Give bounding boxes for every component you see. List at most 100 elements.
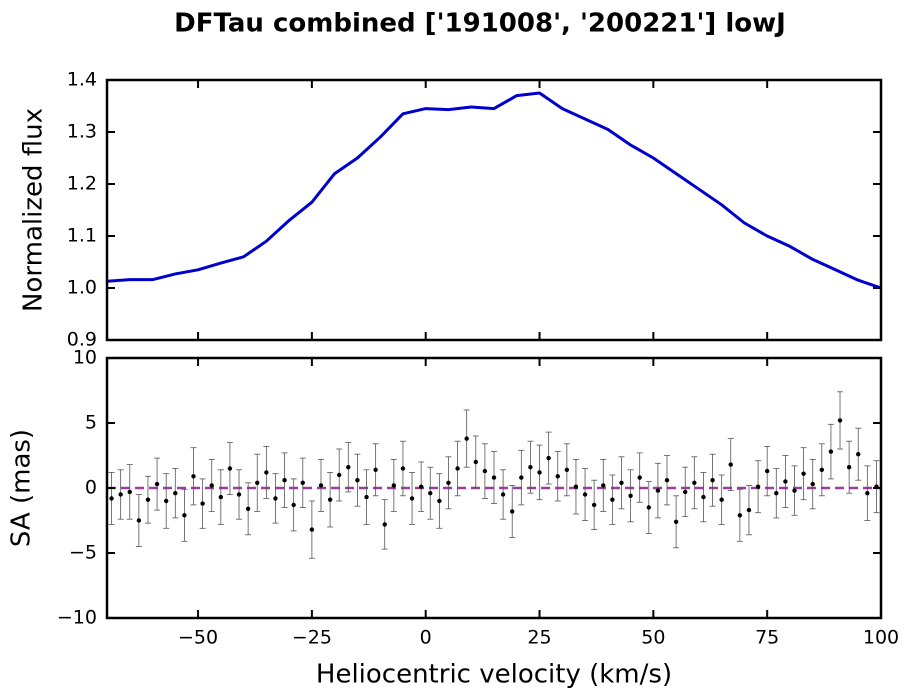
data-point bbox=[309, 527, 315, 532]
chart-title: DFTau combined ['191008', '200221'] lowJ bbox=[174, 9, 786, 39]
y-tick-label: 10 bbox=[73, 347, 97, 369]
data-point bbox=[564, 467, 570, 472]
data-point bbox=[182, 513, 187, 518]
x-tick-label: 75 bbox=[755, 627, 779, 649]
data-point bbox=[346, 465, 351, 470]
data-point bbox=[437, 498, 442, 504]
data-point bbox=[810, 481, 815, 487]
y-tick-label: −10 bbox=[57, 607, 97, 629]
y-tick-label: 5 bbox=[85, 412, 97, 434]
plot-frame bbox=[105, 78, 883, 342]
data-point bbox=[865, 491, 870, 496]
data-point bbox=[318, 483, 324, 488]
data-point bbox=[737, 513, 743, 518]
data-point bbox=[619, 480, 624, 485]
data-point bbox=[327, 497, 333, 502]
data-point bbox=[510, 509, 515, 514]
data-point bbox=[273, 496, 278, 501]
data-point bbox=[109, 496, 114, 501]
data-point bbox=[373, 467, 378, 472]
data-point bbox=[628, 493, 633, 498]
data-point bbox=[774, 491, 779, 496]
data-point bbox=[291, 502, 296, 508]
data-point bbox=[218, 494, 224, 500]
data-point bbox=[154, 481, 160, 487]
x-tick-label: 0 bbox=[420, 627, 432, 649]
data-point bbox=[382, 522, 387, 527]
data-point bbox=[837, 418, 843, 423]
y-tick-label: 1.0 bbox=[67, 277, 97, 299]
data-point bbox=[464, 436, 469, 441]
data-point bbox=[491, 475, 497, 480]
data-point bbox=[846, 465, 852, 470]
data-point bbox=[528, 465, 533, 470]
data-point bbox=[455, 466, 460, 471]
data-point bbox=[746, 507, 752, 513]
data-point bbox=[801, 471, 806, 476]
y-axis-label: SA (mas) bbox=[7, 429, 37, 547]
data-point bbox=[591, 502, 597, 508]
data-point bbox=[655, 488, 661, 493]
data-point bbox=[409, 496, 415, 501]
y-tick-label: 1.3 bbox=[67, 121, 97, 143]
data-point bbox=[673, 519, 679, 524]
data-point bbox=[282, 478, 287, 483]
data-point bbox=[264, 470, 269, 475]
y-tick-label: 1.4 bbox=[67, 69, 97, 91]
data-point bbox=[446, 480, 451, 485]
x-tick-label: 25 bbox=[527, 627, 551, 649]
data-point bbox=[400, 466, 406, 471]
data-point bbox=[364, 494, 369, 500]
data-point bbox=[127, 489, 132, 495]
data-point bbox=[173, 491, 178, 496]
data-point bbox=[764, 468, 770, 474]
data-point bbox=[828, 449, 834, 454]
data-point bbox=[792, 488, 797, 493]
data-point bbox=[819, 467, 825, 472]
data-point bbox=[573, 484, 579, 489]
data-point bbox=[701, 494, 706, 500]
data-point bbox=[236, 492, 242, 497]
data-point bbox=[555, 474, 560, 479]
data-point bbox=[728, 462, 733, 467]
data-point bbox=[245, 506, 251, 511]
data-point bbox=[337, 472, 342, 478]
y-tick-label: 0 bbox=[85, 477, 97, 499]
data-point bbox=[255, 480, 260, 485]
data-point bbox=[209, 483, 214, 488]
data-point bbox=[418, 484, 424, 489]
data-point bbox=[300, 480, 305, 485]
data-point bbox=[136, 518, 142, 523]
data-point bbox=[118, 492, 123, 497]
data-point bbox=[145, 497, 151, 502]
data-point bbox=[856, 452, 861, 457]
data-point bbox=[546, 455, 551, 461]
y-tick-label: 0.9 bbox=[67, 329, 97, 351]
data-point bbox=[582, 492, 588, 497]
x-tick-label: 50 bbox=[641, 627, 665, 649]
flux-line bbox=[106, 91, 882, 290]
data-point bbox=[783, 479, 788, 484]
data-point bbox=[692, 480, 697, 485]
data-point bbox=[719, 497, 724, 502]
y-tick-label: 1.2 bbox=[67, 173, 97, 195]
data-point bbox=[601, 483, 606, 488]
data-point bbox=[163, 498, 169, 504]
data-point bbox=[227, 466, 233, 471]
data-point bbox=[610, 497, 615, 502]
plot-frame bbox=[105, 356, 883, 620]
y-tick-label: 1.1 bbox=[67, 225, 97, 247]
data-point bbox=[391, 483, 397, 488]
data-point bbox=[755, 484, 761, 489]
data-point bbox=[473, 459, 478, 465]
data-point bbox=[519, 475, 524, 480]
data-point bbox=[500, 492, 506, 497]
y-tick-label: −5 bbox=[69, 542, 97, 564]
x-axis-label: Heliocentric velocity (km/s) bbox=[316, 660, 672, 690]
data-point bbox=[191, 474, 196, 479]
y-axis-label: Normalized flux bbox=[19, 108, 49, 312]
data-point bbox=[355, 478, 360, 483]
x-tick-label: 100 bbox=[863, 627, 899, 649]
x-tick-label: −25 bbox=[292, 627, 332, 649]
